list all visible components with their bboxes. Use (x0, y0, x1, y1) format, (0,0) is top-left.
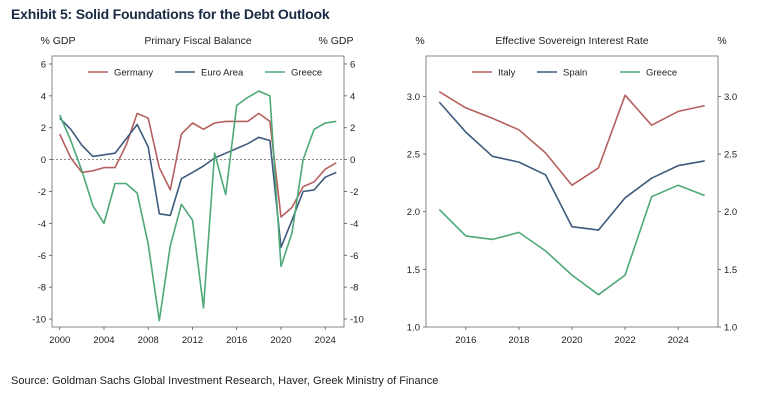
series-line-italy (438, 91, 705, 186)
x-tick-label: 2018 (508, 335, 529, 346)
x-tick-label: 2022 (615, 335, 636, 346)
y-axis-label-right: % GDP (318, 35, 353, 47)
y-tick-label-right: -6 (350, 251, 358, 262)
legend-label: Germany (114, 68, 153, 79)
y-tick-label-right: 1.5 (724, 265, 737, 276)
plot-frame (425, 55, 719, 328)
y-tick-label-left: 2.5 (407, 150, 420, 161)
y-tick-label-right: 2.0 (724, 207, 737, 218)
x-tick-label: 2012 (182, 335, 203, 346)
y-tick-label-left: -6 (38, 251, 46, 262)
chart-rate: 1.0 1.0 1.5 1.5 2.0 2.0 2.5 2.5 3.0 3.0 2016 2018 20… (407, 35, 737, 346)
x-tick-label: 2020 (270, 335, 291, 346)
y-tick-label-left: 2.0 (407, 207, 420, 218)
x-tick-label: 2020 (561, 335, 582, 346)
series-line-greece (58, 90, 337, 322)
y-tick-label-right: -10 (350, 315, 364, 326)
y-tick-label-left: 1.0 (407, 323, 420, 334)
chart-title: Primary Fiscal Balance (144, 35, 252, 47)
y-tick-label-left: 0 (41, 155, 46, 166)
x-tick-label: 2016 (226, 335, 247, 346)
y-axis-label-left: % GDP (40, 35, 75, 47)
y-tick-label-left: -2 (38, 187, 46, 198)
y-tick-label-left: 4 (41, 91, 46, 102)
x-tick-label: 2000 (49, 335, 70, 346)
x-tick-label: 2004 (93, 335, 114, 346)
legend-label: Greece (291, 68, 322, 79)
x-tick-label: 2008 (138, 335, 159, 346)
y-tick-label-right: -4 (350, 219, 358, 230)
legend-label: Euro Area (201, 68, 244, 79)
y-tick-label-left: 2 (41, 123, 46, 134)
y-tick-label-right: 6 (350, 59, 355, 70)
series-line-greece (438, 184, 705, 296)
y-tick-label-left: 6 (41, 59, 46, 70)
legend-label: Italy (498, 68, 516, 79)
y-tick-label-right: 3.0 (724, 92, 737, 103)
y-tick-label-right: 2.5 (724, 150, 737, 161)
y-tick-label-right: -2 (350, 187, 358, 198)
x-tick-label: 2024 (668, 335, 689, 346)
y-tick-label-left: -8 (38, 283, 46, 294)
x-tick-label: 2016 (455, 335, 476, 346)
series-line-euro-area (59, 117, 337, 249)
series-line-spain (438, 101, 705, 231)
y-tick-label-left: -10 (32, 315, 46, 326)
y-tick-label-left: 1.5 (407, 265, 420, 276)
chart-title: Effective Sovereign Interest Rate (495, 35, 648, 47)
series-line-germany (58, 112, 337, 218)
legend-label: Spain (563, 68, 587, 79)
legend-label: Greece (646, 68, 677, 79)
y-tick-label-right: 2 (350, 123, 355, 134)
y-tick-label-left: 3.0 (407, 92, 420, 103)
y-tick-label-left: -4 (38, 219, 46, 230)
exhibit-title: Exhibit 5: Solid Foundations for the Deb… (11, 6, 330, 22)
chart-fiscal: -10 -10 -8 -8 -6 -6 -4 -4 -2 -2 0 0 2 2 4 4 6 6 2000 2004 20… (32, 35, 363, 346)
y-tick-label-right: 4 (350, 91, 355, 102)
y-axis-label-left: % (415, 35, 424, 47)
y-axis-label-right: % (717, 35, 726, 47)
y-tick-label-right: -8 (350, 283, 358, 294)
y-tick-label-right: 1.0 (724, 323, 737, 334)
x-tick-label: 2024 (315, 335, 336, 346)
y-tick-label-right: 0 (350, 155, 355, 166)
source-note: Source: Goldman Sachs Global Investment … (11, 375, 439, 387)
